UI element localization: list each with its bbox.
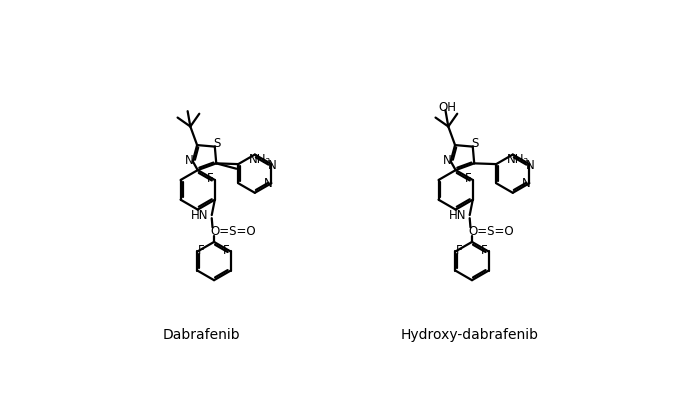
Text: N: N — [268, 159, 277, 172]
Text: N: N — [522, 177, 531, 190]
Text: HN: HN — [449, 209, 466, 222]
Text: N: N — [443, 154, 452, 167]
Text: F: F — [465, 172, 472, 185]
Text: NH₂: NH₂ — [249, 153, 271, 166]
Text: F: F — [481, 244, 487, 257]
Text: F: F — [456, 244, 462, 257]
Text: HN: HN — [191, 209, 209, 222]
Text: Dabrafenib: Dabrafenib — [163, 327, 240, 342]
Text: S: S — [213, 137, 221, 150]
Text: S: S — [471, 137, 479, 150]
Text: F: F — [223, 244, 230, 257]
Text: O=S=O: O=S=O — [468, 226, 514, 239]
Text: F: F — [198, 244, 205, 257]
Text: OH: OH — [438, 101, 456, 113]
Text: N: N — [264, 177, 273, 190]
Text: O=S=O: O=S=O — [210, 226, 256, 239]
Text: F: F — [207, 172, 214, 185]
Text: N: N — [526, 159, 535, 172]
Text: N: N — [186, 154, 194, 167]
Text: NH₂: NH₂ — [507, 153, 529, 166]
Text: Hydroxy-dabrafenib: Hydroxy-dabrafenib — [400, 327, 539, 342]
